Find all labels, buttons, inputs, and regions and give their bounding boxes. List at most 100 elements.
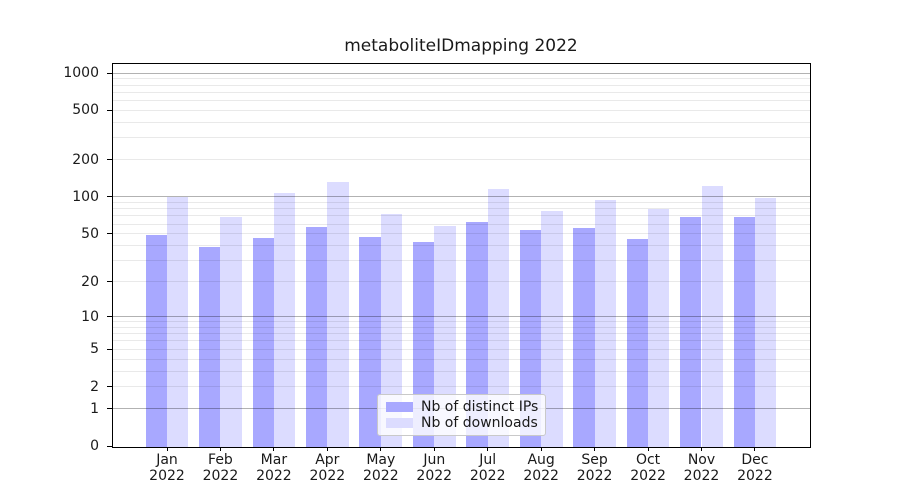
- y-tick-label-10: 10: [81, 308, 99, 325]
- y-tick-label-100: 100: [72, 188, 99, 205]
- bar-distinct-ips-sep: [573, 227, 595, 447]
- x-tick-label-oct: Oct 2022: [630, 452, 666, 484]
- gridline-40: [113, 245, 810, 247]
- x-tick-label-sep: Sep 2022: [576, 452, 613, 484]
- y-tick-label-0: 0: [90, 438, 99, 454]
- gridline-500: [113, 109, 810, 111]
- bar-distinct-ips-nov: [680, 217, 702, 447]
- gridline-800: [113, 84, 810, 86]
- y-tick-label-500: 500: [72, 102, 99, 119]
- bar-distinct-ips-jul: [466, 222, 488, 447]
- y-tick-label-200: 200: [72, 151, 99, 168]
- legend-item-downloads: Nb of downloads: [386, 414, 538, 431]
- gridline-50: [113, 233, 810, 235]
- y-tick-50: [107, 233, 112, 235]
- x-tick-label-may: May 2022: [362, 452, 399, 484]
- y-tick-5: [107, 348, 112, 350]
- bar-downloads-mar: [273, 193, 296, 447]
- bar-distinct-ips-mar: [252, 238, 274, 447]
- bar-downloads-feb: [220, 216, 242, 447]
- bar-downloads-dec: [754, 197, 777, 447]
- y-tick-1: [107, 408, 112, 410]
- x-tick-label-jun: Jun 2022: [416, 452, 453, 484]
- bar-downloads-jan: [167, 196, 189, 447]
- x-tick-3: [273, 447, 275, 451]
- gridline-9: [113, 321, 810, 323]
- gridline-70: [113, 215, 810, 217]
- y-tick-0: [107, 445, 112, 447]
- y-tick-1000: [107, 72, 112, 74]
- y-tick-label-20: 20: [81, 273, 99, 290]
- x-tick-11: [701, 447, 702, 451]
- gridline-6: [113, 340, 810, 342]
- legend-swatch-distinct-ips: [386, 402, 413, 412]
- gridline-10: [113, 316, 810, 318]
- x-tick-6: [433, 447, 435, 451]
- chart-title: metaboliteIDmapping 2022: [344, 36, 578, 56]
- x-tick-label-feb: Feb 2022: [202, 452, 239, 484]
- x-tick-label-jul: Jul 2022: [469, 452, 506, 484]
- gridline-8: [113, 326, 810, 328]
- bar-downloads-jul: [487, 188, 510, 447]
- y-tick-label-1000: 1000: [63, 65, 99, 82]
- gridline-80: [113, 208, 810, 210]
- gridline-600: [113, 100, 810, 102]
- x-tick-label-mar: Mar 2022: [256, 452, 292, 484]
- y-tick-100: [107, 196, 112, 198]
- y-tick-label-50: 50: [81, 225, 99, 242]
- x-tick-2: [219, 447, 221, 451]
- x-tick-label-nov: Nov 2022: [683, 452, 720, 484]
- x-tick-12: [754, 447, 756, 451]
- gridline-1000: [113, 72, 810, 74]
- gridline-7: [113, 333, 810, 335]
- bar-downloads-nov: [701, 186, 723, 447]
- gridline-5: [113, 348, 810, 350]
- x-tick-10: [647, 447, 649, 451]
- bar-distinct-ips-oct: [626, 239, 649, 447]
- x-tick-7: [487, 447, 489, 451]
- x-tick-label-aug: Aug 2022: [523, 452, 559, 484]
- gridline-60: [113, 223, 810, 225]
- gridline-3: [113, 370, 810, 372]
- x-tick-label-jan: Jan 2022: [149, 452, 185, 484]
- legend-swatch-downloads: [386, 418, 413, 428]
- bar-downloads-apr: [327, 182, 349, 447]
- gridline-200: [113, 159, 810, 161]
- legend-item-distinct-ips: Nb of distinct IPs: [386, 398, 539, 415]
- y-tick-200: [107, 159, 112, 161]
- x-tick-5: [380, 447, 382, 451]
- x-tick-1: [166, 447, 168, 451]
- y-tick-label-1: 1: [90, 400, 99, 417]
- bar-downloads-may: [380, 213, 403, 447]
- x-tick-label-dec: Dec 2022: [737, 452, 773, 484]
- y-tick-2: [107, 386, 112, 388]
- y-tick-20: [107, 281, 112, 283]
- gridline-400: [113, 121, 810, 123]
- x-tick-4: [326, 447, 328, 451]
- gridline-90: [113, 201, 810, 203]
- gridline-100: [113, 196, 810, 198]
- gridline-700: [113, 91, 810, 93]
- legend-label-distinct-ips: Nb of distinct IPs: [421, 398, 539, 415]
- bar-downloads-aug: [541, 210, 563, 447]
- gridline-300: [113, 137, 810, 139]
- x-tick-8: [540, 447, 542, 451]
- bar-downloads-oct: [648, 208, 670, 447]
- bar-distinct-ips-apr: [305, 226, 328, 447]
- bar-distinct-ips-dec: [733, 217, 755, 447]
- bar-distinct-ips-aug: [519, 229, 542, 447]
- bar-downloads-jun: [434, 225, 456, 447]
- bar-distinct-ips-feb: [199, 246, 221, 447]
- plot-area: [112, 63, 811, 448]
- gridline-2: [113, 386, 810, 388]
- y-tick-label-2: 2: [90, 378, 99, 395]
- gridline-900: [113, 78, 810, 80]
- x-tick-9: [594, 447, 596, 451]
- legend-label-downloads: Nb of downloads: [421, 414, 538, 431]
- bar-distinct-ips-may: [359, 237, 381, 447]
- y-tick-10: [107, 316, 112, 318]
- x-tick-label-apr: Apr 2022: [309, 452, 346, 484]
- y-tick-label-5: 5: [90, 341, 99, 358]
- gridline-4: [113, 358, 810, 360]
